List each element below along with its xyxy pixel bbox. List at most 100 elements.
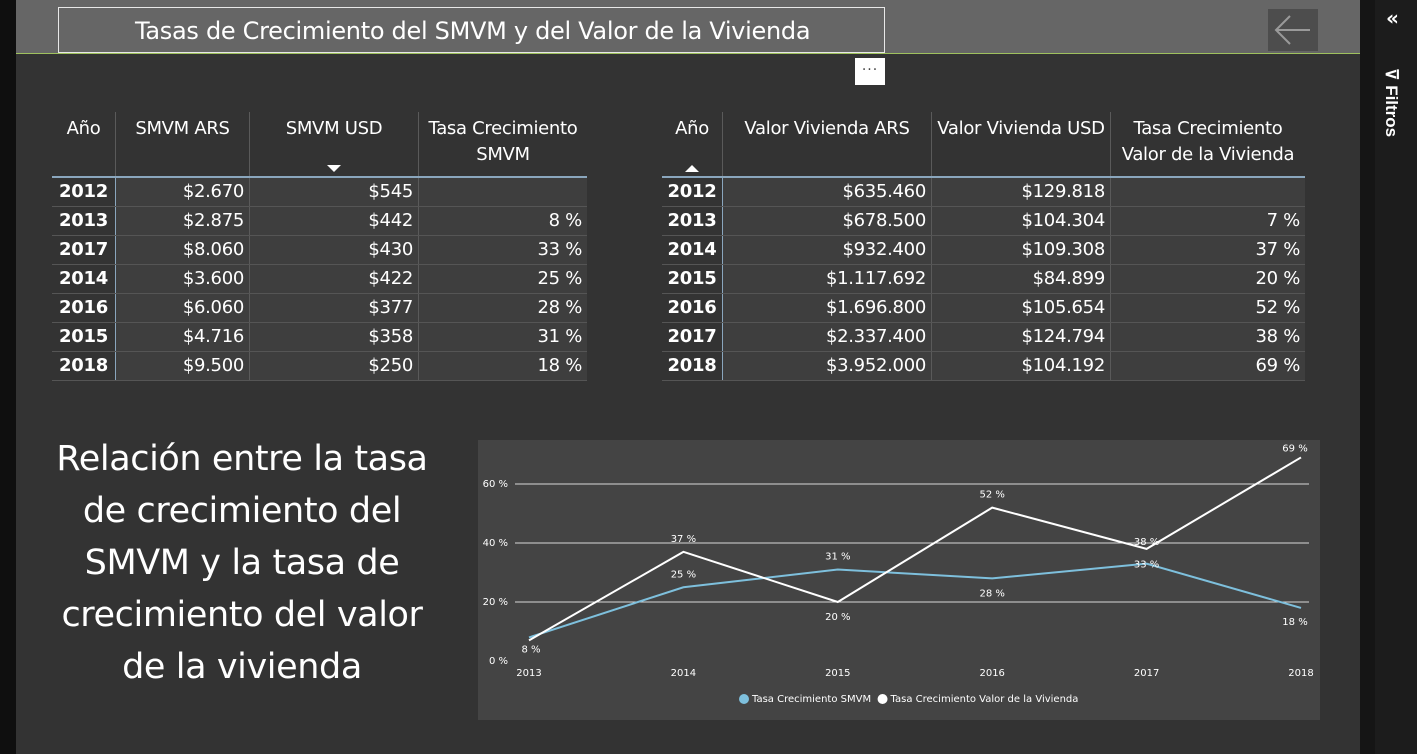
table-row[interactable]: 2015 $1.117.692 $84.899 20 % [662, 264, 1305, 294]
smvm-cell-1: $4.716 [115, 322, 250, 352]
smvm-cell-1: $6.060 [115, 293, 250, 323]
smvm-header-usd[interactable]: SMVM USD [249, 112, 419, 178]
filter-icon: ⊽ [1382, 68, 1401, 81]
line-chart-svg: 0 % 20 % 40 % 60 % 2013 2014 2015 2016 2017 2018 8… [483, 443, 1314, 705]
vivienda-cell-0: 2013 [662, 206, 723, 236]
vivienda-cell-0: 2016 [662, 293, 723, 323]
page-title: Tasas de Crecimiento del SMVM y del Valo… [58, 7, 885, 53]
x-tick-label: 2015 [825, 668, 850, 679]
vivienda-cell-1: $678.500 [722, 206, 932, 236]
data-label: 38 % [1134, 537, 1159, 548]
smvm-table-header-row: Año SMVM ARS SMVM USD Tasa Crecimiento S… [52, 112, 587, 178]
smvm-cell-3: 8 % [418, 206, 587, 236]
vivienda-cell-3: 38 % [1110, 322, 1305, 352]
vivienda-cell-0: 2014 [662, 235, 723, 265]
smvm-cell-1: $2.875 [115, 206, 250, 236]
table-row[interactable]: 2017 $8.060 $430 33 % [52, 235, 587, 265]
filters-pane[interactable]: ⊽ Filtros [1375, 0, 1417, 754]
vivienda-header-year[interactable]: Año [662, 112, 723, 178]
vivienda-header-year-label: Año [675, 118, 709, 139]
table-row[interactable]: 2013 $2.875 $442 8 % [52, 206, 587, 236]
data-label: 8 % [521, 644, 540, 655]
data-label: 31 % [825, 552, 850, 563]
table-row[interactable]: 2017 $2.337.400 $124.794 38 % [662, 322, 1305, 352]
y-tick-label: 40 % [483, 538, 508, 549]
more-options-button[interactable]: ··· [855, 58, 885, 85]
vivienda-table: Año Valor Vivienda ARS Valor Vivienda US… [662, 112, 1305, 381]
relation-text: Relación entre la tasa de crecimiento de… [56, 439, 428, 687]
vivienda-cell-2: $104.192 [931, 351, 1111, 381]
table-row[interactable]: 2013 $678.500 $104.304 7 % [662, 206, 1305, 236]
table-row[interactable]: 2018 $3.952.000 $104.192 69 % [662, 351, 1305, 381]
filters-label[interactable]: ⊽ Filtros [1381, 68, 1401, 137]
smvm-cell-1: $3.600 [115, 264, 250, 294]
smvm-cell-3: 31 % [418, 322, 587, 352]
y-tick-label: 0 % [489, 656, 508, 667]
data-label: 69 % [1282, 443, 1307, 454]
arrow-left-icon [1274, 15, 1310, 45]
smvm-cell-0: 2017 [52, 235, 116, 265]
table-row[interactable]: 2015 $4.716 $358 31 % [52, 322, 587, 352]
smvm-header-ars[interactable]: SMVM ARS [115, 112, 250, 178]
y-tick-label: 20 % [483, 597, 508, 608]
table-row[interactable]: 2018 $9.500 $250 18 % [52, 351, 587, 381]
smvm-cell-0: 2013 [52, 206, 116, 236]
collapse-chevron-icon[interactable]: « [1386, 6, 1399, 30]
smvm-header-year[interactable]: Año [52, 112, 116, 178]
smvm-table: Año SMVM ARS SMVM USD Tasa Crecimiento S… [52, 112, 587, 381]
smvm-cell-1: $8.060 [115, 235, 250, 265]
line-chart[interactable]: 0 % 20 % 40 % 60 % 2013 2014 2015 2016 2017 2018 8… [478, 440, 1320, 720]
series-line-0 [528, 562, 1302, 639]
table-row[interactable]: 2014 $932.400 $109.308 37 % [662, 235, 1305, 265]
smvm-cell-3: 33 % [418, 235, 587, 265]
vivienda-cell-0: 2017 [662, 322, 723, 352]
sort-descending-icon [327, 165, 341, 172]
vivienda-table-header-row: Año Valor Vivienda ARS Valor Vivienda US… [662, 112, 1305, 178]
vivienda-cell-2: $84.899 [931, 264, 1111, 294]
vivienda-cell-2: $104.304 [931, 206, 1111, 236]
x-tick-label: 2016 [979, 668, 1004, 679]
series-line-1 [528, 456, 1302, 642]
legend-marker-0 [739, 694, 749, 704]
x-tick-label: 2018 [1288, 668, 1313, 679]
vivienda-cell-0: 2012 [662, 177, 723, 207]
smvm-cell-1: $9.500 [115, 351, 250, 381]
smvm-header-usd-label: SMVM USD [285, 118, 383, 139]
smvm-cell-0: 2012 [52, 177, 116, 207]
smvm-cell-2: $358 [249, 322, 419, 352]
data-label: 37 % [671, 534, 696, 545]
x-tick-label: 2014 [671, 668, 696, 679]
vivienda-cell-2: $129.818 [931, 177, 1111, 207]
smvm-cell-2: $250 [249, 351, 419, 381]
smvm-header-rate[interactable]: Tasa Crecimiento SMVM [418, 112, 587, 178]
vivienda-cell-1: $3.952.000 [722, 351, 932, 381]
table-row[interactable]: 2012 $2.670 $545 [52, 177, 587, 207]
smvm-cell-1: $2.670 [115, 177, 250, 207]
legend-label-0: Tasa Crecimiento SMVM [751, 694, 871, 705]
canvas-scroll-strip [1360, 0, 1375, 754]
vivienda-header-rate[interactable]: Tasa Crecimiento Valor de la Vivienda [1110, 112, 1305, 178]
data-label: 18 % [1282, 617, 1307, 628]
smvm-cell-2: $422 [249, 264, 419, 294]
vivienda-header-ars[interactable]: Valor Vivienda ARS [722, 112, 932, 178]
table-row[interactable]: 2016 $1.696.800 $105.654 52 % [662, 293, 1305, 323]
smvm-cell-0: 2016 [52, 293, 116, 323]
data-label: 25 % [671, 569, 696, 580]
smvm-cell-2: $545 [249, 177, 419, 207]
data-label: 20 % [825, 612, 850, 623]
x-tick-label: 2013 [516, 668, 541, 679]
back-button[interactable] [1268, 9, 1318, 51]
smvm-cell-0: 2015 [52, 322, 116, 352]
vivienda-cell-3: 20 % [1110, 264, 1305, 294]
table-row[interactable]: 2012 $635.460 $129.818 [662, 177, 1305, 207]
data-label: 28 % [979, 588, 1004, 599]
vivienda-cell-1: $1.117.692 [722, 264, 932, 294]
vivienda-cell-3: 37 % [1110, 235, 1305, 265]
table-row[interactable]: 2016 $6.060 $377 28 % [52, 293, 587, 323]
vivienda-cell-1: $635.460 [722, 177, 932, 207]
vivienda-header-usd[interactable]: Valor Vivienda USD [931, 112, 1111, 178]
vivienda-cell-1: $1.696.800 [722, 293, 932, 323]
table-row[interactable]: 2014 $3.600 $422 25 % [52, 264, 587, 294]
vivienda-cell-2: $109.308 [931, 235, 1111, 265]
vivienda-cell-3: 7 % [1110, 206, 1305, 236]
